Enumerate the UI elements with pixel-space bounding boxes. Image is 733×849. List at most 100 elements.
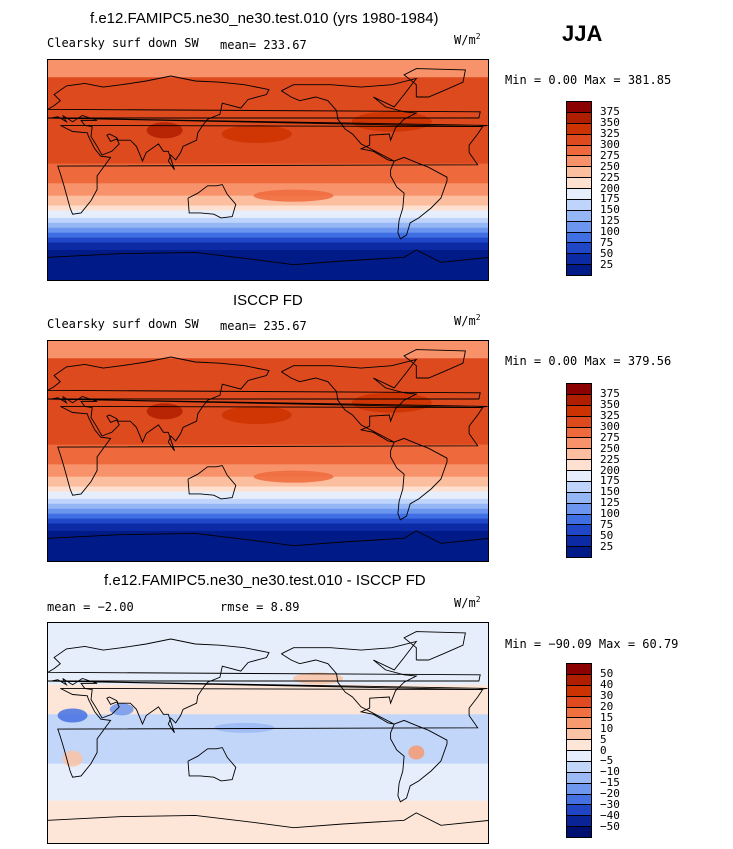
map-band [48, 783, 488, 787]
map-band [48, 395, 488, 399]
map-band [48, 114, 488, 118]
map-band [48, 701, 488, 705]
colorbar-level-label: −30 [600, 797, 620, 811]
map-band [48, 513, 488, 517]
map-band [48, 358, 488, 362]
map-coastline [281, 77, 418, 162]
map-band [48, 240, 488, 244]
map-band [48, 768, 488, 772]
map-band [48, 548, 488, 552]
map-band [48, 716, 488, 720]
map-coastline [187, 747, 237, 782]
map-band [48, 657, 488, 661]
panel-2-units: W/m2 [454, 313, 481, 328]
map-band [48, 508, 488, 512]
map-band [48, 227, 488, 231]
map-band [48, 523, 488, 527]
colorbar-level-label: 75 [600, 235, 614, 249]
map-band [48, 217, 488, 221]
colorbar-level-label: 250 [600, 441, 620, 455]
map-band [48, 558, 488, 561]
colorbar-level-label: −40 [600, 808, 620, 822]
colorbar-level-label: −10 [600, 765, 620, 779]
map-band [48, 694, 488, 698]
panel-1-map [47, 59, 489, 281]
panel-2-minmax: Min = 0.00 Max = 379.56 [505, 354, 672, 368]
map-band [48, 341, 488, 345]
panel-2-map-canvas [48, 341, 488, 561]
season-label: JJA [562, 21, 603, 46]
map-band [48, 249, 488, 253]
map-band [48, 484, 488, 488]
map-band [48, 402, 488, 406]
map-band [48, 545, 488, 549]
map-band [48, 355, 488, 359]
map-band [48, 815, 488, 819]
colorbar-level-label: 275 [600, 430, 620, 444]
map-band [48, 805, 488, 809]
colorbar-level-label: 275 [600, 148, 620, 162]
map-band [48, 832, 488, 836]
map-band [48, 719, 488, 723]
map-band [48, 623, 488, 627]
map-band [48, 101, 488, 105]
map-band [48, 800, 488, 804]
map-band [48, 429, 488, 433]
panel-1-colorbar: 375 350 325 300 275 250 225 200 175 150 125 100 75 50… [566, 101, 620, 276]
map-band [48, 758, 488, 762]
map-band [48, 432, 488, 436]
colorbar-swatch [566, 264, 592, 276]
map-band [48, 553, 488, 557]
colorbar-level-label: 375 [600, 387, 620, 401]
colorbar-level-label: 250 [600, 159, 620, 173]
map-band [48, 825, 488, 829]
map-band [48, 530, 488, 534]
colorbar-level-label: 350 [600, 116, 620, 130]
map-band [48, 434, 488, 438]
map-band [48, 489, 488, 493]
map-band [48, 380, 488, 384]
map-band [48, 560, 488, 561]
map-band [48, 183, 488, 187]
map-band [48, 151, 488, 155]
map-band [48, 650, 488, 654]
colorbar-level-label: 0 [600, 743, 607, 757]
map-band [48, 392, 488, 396]
map-band [48, 627, 488, 631]
colorbar-level-label: 175 [600, 474, 620, 488]
panel-3-map-canvas [48, 623, 488, 843]
map-band [48, 741, 488, 745]
panel-2-map [47, 340, 489, 562]
map-band [48, 669, 488, 673]
map-band [48, 753, 488, 757]
map-band [48, 264, 488, 268]
panel-3-minmax: Min = −90.09 Max = 60.79 [505, 637, 679, 651]
map-band [48, 538, 488, 542]
map-band [48, 699, 488, 703]
map-band [48, 64, 488, 68]
map-band [48, 141, 488, 145]
map-coastline [48, 75, 488, 171]
map-band [48, 72, 488, 76]
map-band [48, 437, 488, 441]
map-band [48, 533, 488, 537]
map-band [48, 640, 488, 644]
map-coastline [48, 249, 488, 266]
map-band [48, 442, 488, 446]
map-band [48, 518, 488, 522]
map-band [48, 662, 488, 666]
map-band [48, 69, 488, 73]
colorbar-level-label: 200 [600, 463, 620, 477]
map-band [48, 60, 488, 64]
map-band [48, 812, 488, 816]
map-band [48, 528, 488, 532]
map-coastline [48, 530, 488, 547]
colorbar-level-label: 40 [600, 678, 614, 692]
map-band [48, 277, 488, 280]
map-band [48, 279, 488, 280]
map-band [48, 382, 488, 386]
colorbar-swatch [566, 546, 592, 558]
map-band [48, 237, 488, 241]
map-coastline [403, 349, 466, 379]
map-band [48, 375, 488, 379]
